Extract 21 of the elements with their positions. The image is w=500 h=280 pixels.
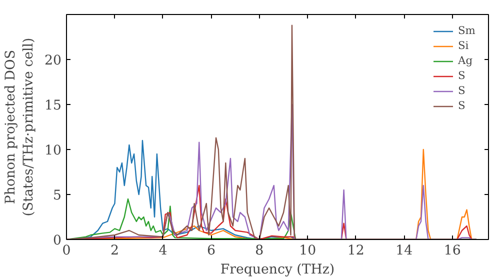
legend-label: Sm (458, 24, 476, 37)
x-tick-label: 12 (347, 244, 364, 258)
y-tick-label: 20 (44, 54, 62, 68)
y-tick-label: 15 (44, 98, 62, 114)
x-tick-label: 14 (396, 244, 413, 258)
y-tick-label: 0 (53, 234, 62, 248)
legend-label: S (458, 99, 466, 112)
x-tick-label: 16 (444, 244, 461, 258)
y-axis-title: Phonon projected DOS (States/THz·primitive cell) (4, 38, 37, 216)
x-tick-label: 6 (206, 244, 216, 258)
x-tick-label: 10 (299, 244, 316, 258)
legend-label: Si (458, 39, 470, 52)
y-tick-label: 10 (44, 144, 62, 158)
x-axis-title: Frequency (THz) (220, 262, 335, 278)
x-tick-label: 8 (255, 244, 264, 258)
y-tick-label: 5 (53, 188, 62, 204)
x-tick-label: 4 (158, 244, 168, 258)
legend-label: S (458, 69, 466, 82)
legend-label: Ag (458, 54, 474, 67)
x-tick-label: 2 (110, 244, 119, 258)
legend-label: S (458, 84, 466, 97)
